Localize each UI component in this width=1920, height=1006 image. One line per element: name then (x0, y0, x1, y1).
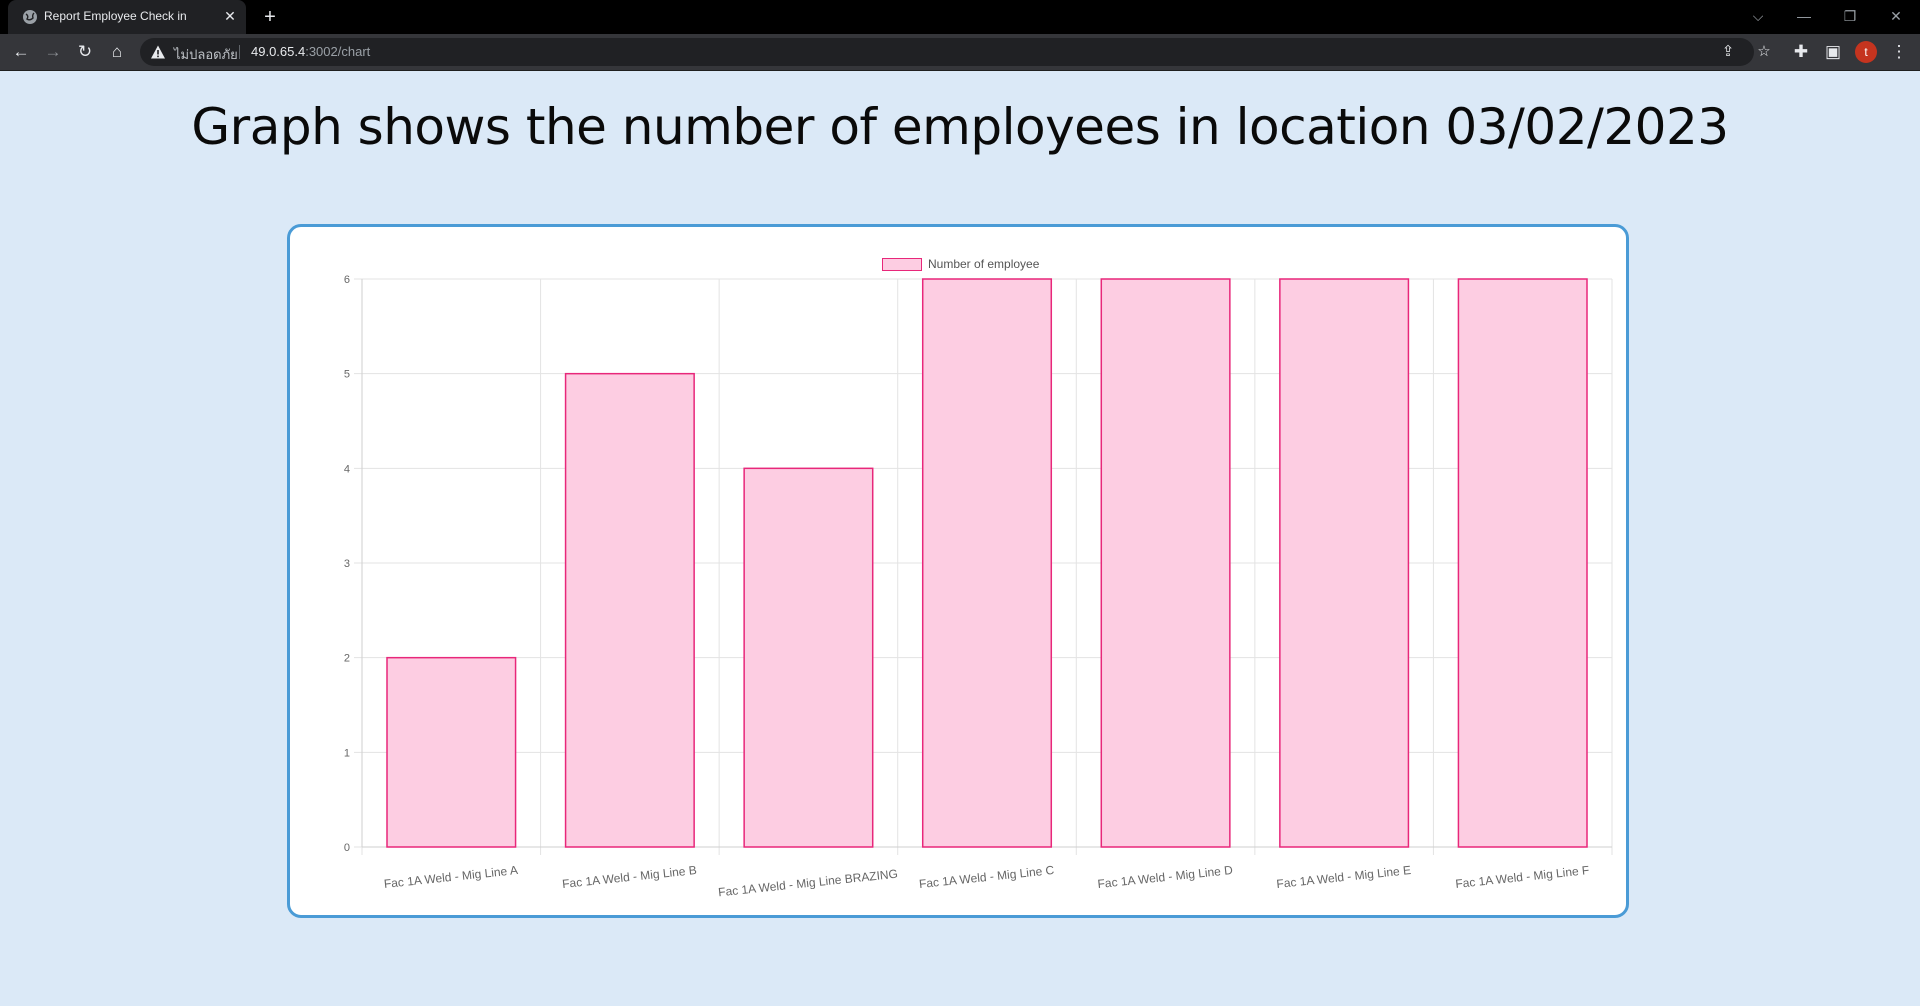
bar (921, 278, 1053, 848)
bar (1279, 278, 1410, 848)
y-tick-label: 4 (344, 463, 350, 475)
menu-icon[interactable]: ⋮ (1890, 42, 1908, 61)
tab-bar: Report Employee Check in ✕ + ⌵ — ❐ ✕ (0, 0, 1920, 34)
x-tick-label: Fac 1A Weld - Mig Line F (1455, 863, 1590, 891)
minimize-icon[interactable]: — (1797, 8, 1811, 24)
close-tab-icon[interactable]: ✕ (224, 8, 236, 24)
forward-icon[interactable]: → (44, 42, 62, 61)
warning-icon (151, 45, 165, 59)
profile-avatar[interactable]: t (1855, 41, 1877, 63)
browser-toolbar: ← → ↻ ⌂ ไม่ปลอดภัย 49.0.65.4:3002/chart … (0, 34, 1920, 71)
side-panel-icon[interactable]: ▣ (1824, 42, 1842, 61)
bookmark-star-icon[interactable]: ☆ (1757, 43, 1771, 60)
x-tick-label: Fac 1A Weld - Mig Line BRAZING (718, 867, 899, 900)
page-title: Graph shows the number of employees in l… (191, 98, 1729, 156)
y-tick-label: 0 (344, 842, 350, 854)
y-tick-label: 2 (344, 653, 350, 665)
y-tick-label: 3 (344, 558, 350, 570)
address-bar[interactable]: ไม่ปลอดภัย 49.0.65.4:3002/chart ⇪ ☆ (140, 38, 1771, 66)
legend-swatch (882, 258, 922, 271)
bar (386, 656, 517, 848)
x-tick-label: Fac 1A Weld - Mig Line A (383, 863, 518, 891)
url-path: :3002/chart (305, 44, 371, 59)
url-text[interactable]: 49.0.65.4:3002/chart (251, 44, 370, 59)
restore-icon[interactable]: ❐ (1843, 8, 1857, 24)
bar (564, 372, 695, 848)
x-tick-label: Fac 1A Weld - Mig Line D (1097, 863, 1234, 891)
x-tick-label: Fac 1A Weld - Mig Line E (1276, 863, 1412, 891)
y-tick-label: 6 (344, 274, 350, 286)
back-icon[interactable]: ← (12, 42, 30, 61)
close-window-icon[interactable]: ✕ (1890, 8, 1902, 24)
legend-label: Number of employee (928, 257, 1040, 271)
reload-icon[interactable]: ↻ (77, 42, 93, 61)
tab-title: Report Employee Check in (44, 9, 187, 23)
bar (1457, 278, 1588, 848)
share-icon[interactable]: ⇪ (1721, 43, 1735, 60)
security-label[interactable]: ไม่ปลอดภัย (174, 47, 238, 62)
url-host: 49.0.65.4 (251, 44, 306, 59)
y-tick-label: 5 (344, 369, 350, 381)
new-tab-icon[interactable]: + (264, 6, 276, 28)
y-tick-label: 1 (344, 747, 350, 759)
bar (1100, 278, 1231, 848)
tab-search-icon[interactable]: ⌵ (1752, 8, 1764, 24)
bar (743, 467, 874, 848)
browser-tab[interactable]: Report Employee Check in ✕ (8, 0, 246, 34)
x-tick-label: Fac 1A Weld - Mig Line C (918, 863, 1055, 891)
bar-chart: 0 1 2 3 4 5 6 Fac 1A Weld - Mig Line A Fac 1A We… (344, 274, 1613, 900)
home-icon[interactable]: ⌂ (111, 42, 123, 61)
extensions-icon[interactable]: ✚ (1793, 42, 1809, 61)
address-divider (239, 45, 240, 59)
chart-card: Number of employee 0 1 2 3 4 5 6 Fac 1A Weld - … (287, 224, 1629, 918)
globe-icon (23, 10, 37, 24)
x-tick-label: Fac 1A Weld - Mig Line B (561, 863, 697, 891)
